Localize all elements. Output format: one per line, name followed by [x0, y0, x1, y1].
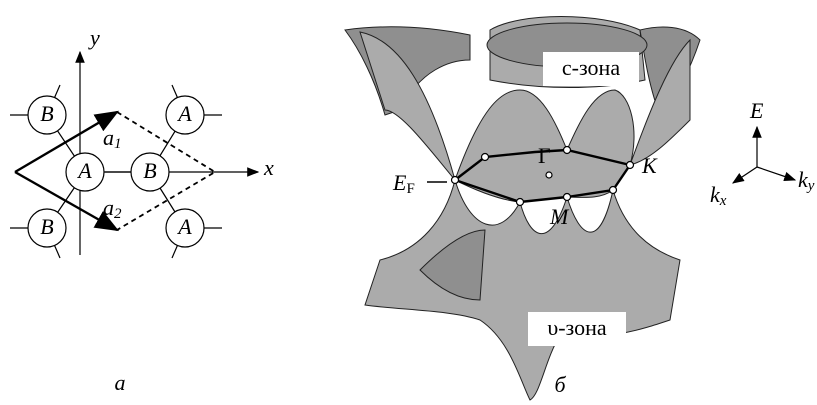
axis-y-label: y: [88, 25, 100, 50]
ky-label: ky: [798, 167, 815, 194]
caption-a: а: [115, 370, 126, 395]
subscript: x: [719, 193, 727, 209]
atom-label: B: [40, 214, 53, 239]
m-label: M: [549, 204, 570, 229]
symbol: E: [392, 170, 407, 195]
axes-triad: [733, 127, 795, 183]
symbol: a: [103, 125, 114, 150]
fermi-label: EF: [392, 170, 415, 197]
symbol: a: [103, 195, 114, 220]
k-label: K: [641, 153, 658, 178]
subscript: 2: [114, 206, 122, 222]
gamma-label: Γ: [538, 143, 551, 168]
figure: BAABBA y x a1 a2 а c-зона υ-зона EF Γ K …: [0, 0, 817, 405]
atom-label: A: [76, 158, 92, 183]
atom-label: B: [40, 101, 53, 126]
atom-label: A: [176, 214, 192, 239]
vector-label: a1: [103, 125, 122, 152]
energy-label: E: [749, 98, 764, 123]
kx-label: kx: [710, 182, 727, 209]
subscript: F: [406, 181, 414, 197]
band-upper-label: c-зона: [562, 55, 620, 80]
band-surface: [345, 17, 700, 401]
vector-label: a2: [103, 195, 122, 222]
subscript: y: [806, 178, 815, 194]
subscript: 1: [114, 136, 122, 152]
caption-b: б: [554, 372, 566, 397]
atom-label: A: [176, 101, 192, 126]
band-lower-label: υ-зона: [547, 315, 607, 340]
axis-x-label: x: [263, 155, 274, 180]
atom-label: B: [143, 158, 156, 183]
